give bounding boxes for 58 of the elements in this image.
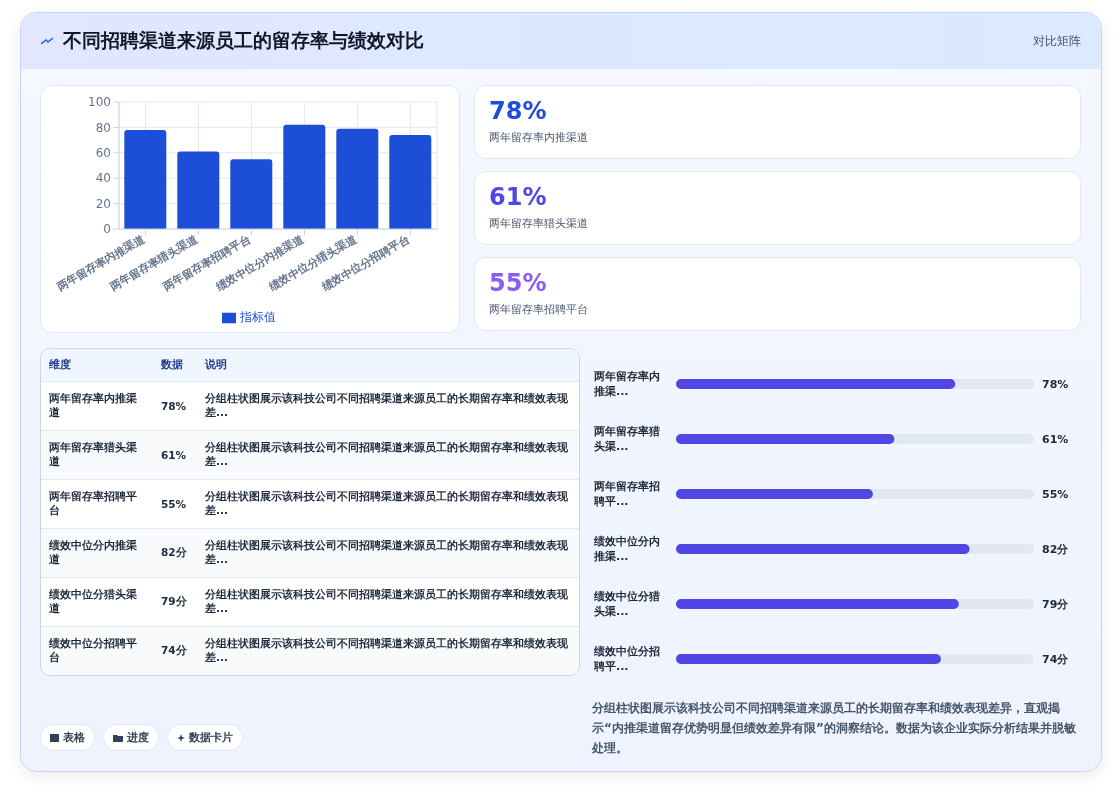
text: 说明 — [204, 356, 228, 372]
data-label: 74分 — [1042, 653, 1070, 666]
text: 进度 — [127, 730, 149, 745]
text: 分组柱状图展示该科技公司不同招聘渠道来源员工的长期留存率和绩效表现差... — [204, 390, 569, 420]
bar — [177, 151, 220, 229]
category-label: 两年留存率猎头渠道 — [48, 439, 138, 469]
text: 维度 — [48, 356, 72, 372]
text: 分组柱状图展示该科技公司不同招聘渠道来源员工的长期留存率和绩效表现差... — [204, 488, 569, 518]
category-label: 两年留存率招聘平台 — [48, 488, 138, 518]
text: 78% — [489, 97, 547, 125]
text: 对比矩阵 — [1033, 32, 1081, 50]
y-tick-label: 80 — [95, 120, 111, 135]
data-label: 79分 — [160, 593, 188, 609]
data-label: 79分 — [1042, 598, 1070, 611]
text: 61% — [489, 183, 547, 211]
y-tick-label: 60 — [95, 146, 111, 161]
y-tick-label: 绩效中位分招聘平... — [593, 644, 660, 673]
y-tick-label: 绩效中位分内推渠... — [593, 534, 660, 563]
text: 表格 — [63, 730, 85, 745]
bar — [124, 129, 167, 229]
category-label: 绩效中位分招聘平台 — [48, 635, 138, 665]
legend-label: 指标值 — [240, 310, 276, 324]
text: 分组柱状图展示该科技公司不同招聘渠道来源员工的长期留存率和绩效表现差异，直观揭示“内推渠道留存优势明显但绩效差异有限”的洞察结论。数据为该企业实际分析结果并脱敏处理。 — [592, 700, 1077, 757]
chart-title: 不同招聘渠道来源员工的留存率与绩效对比 — [63, 28, 424, 53]
y-tick-label: 两年留存率招聘平... — [593, 479, 660, 508]
category-label: 两年留存率招聘平台 — [489, 302, 589, 317]
text: 数据卡片 — [189, 730, 233, 745]
data-label: 55% — [1042, 488, 1069, 501]
data-label: 78% — [1042, 378, 1069, 391]
category-label: 两年留存率内推渠道 — [489, 130, 589, 145]
bar — [336, 128, 379, 229]
category-label: 两年留存率猎头渠道 — [489, 216, 589, 231]
text: 分组柱状图展示该科技公司不同招聘渠道来源员工的长期留存率和绩效表现差... — [204, 586, 569, 616]
text: 分组柱状图展示该科技公司不同招聘渠道来源员工的长期留存率和绩效表现差... — [204, 537, 569, 567]
text: 55% — [489, 269, 547, 297]
text: 数据 — [160, 356, 184, 372]
y-tick-label: 两年留存率内推渠... — [593, 369, 660, 398]
data-label: 61% — [160, 447, 188, 463]
data-label: 61% — [1042, 433, 1069, 446]
category-label: 绩效中位分猎头渠道 — [48, 586, 138, 616]
data-label: 82分 — [160, 544, 188, 560]
y-tick-label: 两年留存率猎头渠... — [593, 424, 660, 453]
data-label: 82分 — [1042, 543, 1070, 556]
data-label: 74分 — [160, 642, 188, 658]
category-label: 两年留存率内推渠道 — [48, 390, 138, 420]
bar — [389, 135, 432, 229]
y-tick-label: 100 — [88, 95, 111, 110]
y-tick-label: 20 — [95, 196, 111, 211]
text: 分组柱状图展示该科技公司不同招聘渠道来源员工的长期留存率和绩效表现差... — [204, 439, 569, 469]
y-tick-label: 40 — [95, 171, 111, 186]
data-label: 55% — [160, 496, 188, 512]
text: 分组柱状图展示该科技公司不同招聘渠道来源员工的长期留存率和绩效表现差... — [204, 635, 569, 665]
y-tick-label: 0 — [103, 222, 111, 237]
data-label: 78% — [160, 398, 188, 414]
y-tick-label: 绩效中位分猎头渠... — [593, 589, 660, 618]
category-label: 绩效中位分内推渠道 — [48, 537, 138, 567]
bar — [230, 159, 273, 229]
bar — [283, 124, 326, 229]
